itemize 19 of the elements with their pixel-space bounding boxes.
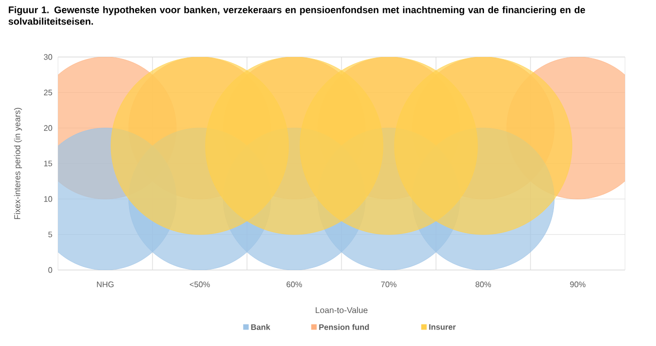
chart-title: Figuur 1. Gewenste hypotheken voor banken, verzekeraars en pensioenfondsen met inachtneming van de financiering en de solvabiliteitseisen.: [8, 6, 586, 25]
x-tick-label: 60%: [286, 282, 302, 288]
y-axis-title: Fixex-interes period (in years): [14, 108, 22, 220]
x-tick-label: 70%: [381, 282, 396, 288]
y-tick-label: 25: [44, 90, 52, 96]
y-tick-label: 0: [48, 267, 52, 273]
y-tick-label: 10: [44, 196, 52, 202]
y-tick-label: 5: [48, 232, 52, 238]
legend-label: Insurer: [429, 324, 456, 330]
legend-label: Bank: [251, 324, 270, 330]
x-tick-label: NHG: [97, 282, 114, 288]
legend-label: Pension fund: [319, 324, 369, 330]
x-tick-label: 90%: [570, 282, 586, 288]
x-tick-label: 80%: [476, 282, 491, 288]
x-axis-title: Loan-to-Value: [316, 306, 368, 314]
x-tick-label: <50%: [190, 282, 210, 288]
y-tick-label: 30: [44, 54, 52, 60]
y-tick-label: 20: [44, 125, 52, 131]
y-tick-label: 15: [44, 160, 52, 166]
